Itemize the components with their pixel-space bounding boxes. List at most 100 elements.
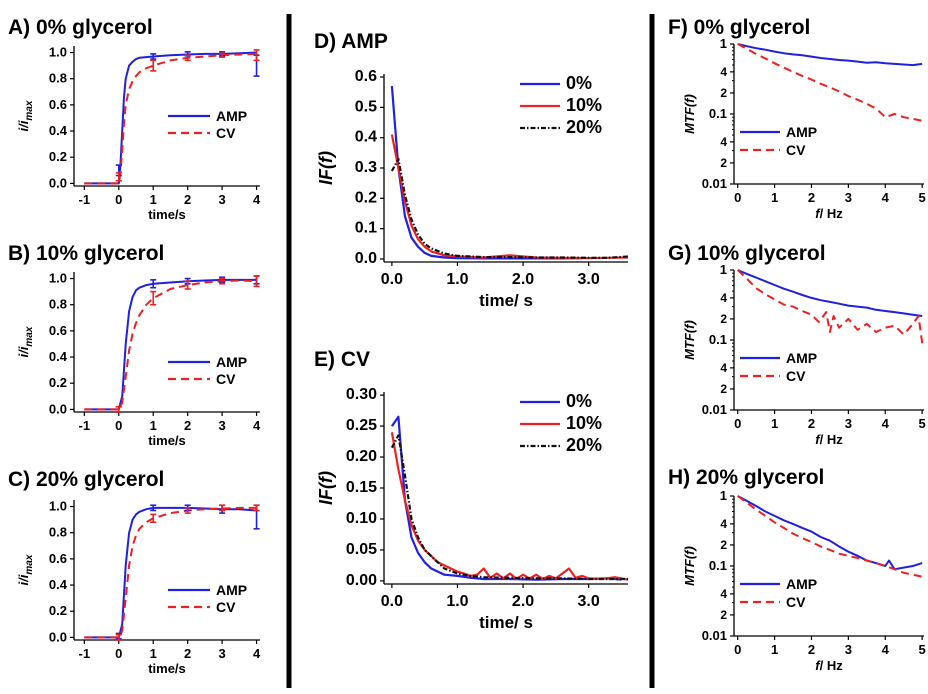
x-tick-label: 1 (150, 418, 157, 433)
x-tick-label: 0 (734, 416, 741, 431)
x-tick-label: 3 (845, 642, 852, 657)
y-axis-label: i/imax (16, 326, 35, 357)
y-tick-label: 0.1 (355, 220, 377, 237)
y-tick-label: 0.00 (346, 572, 377, 589)
y-tick-label: 0.6 (49, 551, 67, 566)
y-tick-label: 0.6 (49, 323, 67, 338)
y-tick-label: 2 (720, 538, 727, 552)
error-bar-cv (184, 280, 191, 290)
legend-label: CV (216, 125, 236, 141)
y-tick-label: 0.25 (346, 417, 377, 434)
error-bar-cv (150, 59, 157, 72)
series-cv-line (737, 43, 923, 122)
y-tick-label: 0.20 (346, 448, 377, 465)
series-amp-line (737, 269, 923, 317)
legend-label: CV (786, 594, 806, 610)
error-bar-cv (219, 52, 226, 58)
x-tick-label: 5 (919, 416, 926, 431)
y-axis-label: MTF(f) (682, 546, 697, 586)
error-bar-amp (150, 53, 157, 60)
x-tick-label: 1 (771, 190, 778, 205)
series-20pct-line (390, 157, 629, 259)
legend-label: CV (216, 599, 236, 615)
y-tick-label: 0.2 (355, 189, 377, 206)
y-tick-label: 0.4 (49, 577, 68, 592)
y-tick-label: 0.6 (49, 97, 67, 112)
panel-title: B) 10% glycerol (8, 242, 164, 265)
panel-G: G) 10% glycerol 0.01 2 4 0.1 2 4 1 0 1 2 3 4 5 f/ Hz MT… (668, 242, 926, 447)
legend-label: 10% (566, 95, 602, 115)
y-tick-label: 0.05 (346, 541, 377, 558)
series-cv-line (84, 279, 257, 411)
y-tick-label: 0.01 (702, 402, 727, 417)
y-tick-label: 0.0 (49, 175, 67, 190)
error-bar-cv (115, 405, 122, 413)
series-0pct-line (390, 86, 583, 260)
y-tick-label: 0.5 (355, 98, 377, 115)
x-tick-label: 0 (734, 642, 741, 657)
series-cv-line (737, 269, 924, 344)
y-tick-label: 0.1 (709, 106, 727, 121)
error-bar-cv (115, 172, 122, 182)
x-tick-label: 2.0 (512, 593, 534, 610)
y-tick-label: 0.4 (49, 349, 68, 364)
x-tick-label: 2 (808, 642, 815, 657)
legend-label: 20% (566, 435, 602, 455)
legend: 0%10%20% (520, 391, 602, 455)
x-tick-label: 2 (808, 416, 815, 431)
y-tick-label: 2 (720, 86, 727, 100)
series-cv-line (84, 506, 257, 639)
x-tick-label: 1 (150, 192, 157, 207)
x-tick-label: -1 (79, 418, 91, 433)
legend: AMP CV (740, 576, 817, 610)
legend-label: CV (786, 368, 806, 384)
y-tick-label: 0.6 (355, 68, 377, 85)
x-tick-label: 5 (919, 190, 926, 205)
legend-label: 0% (566, 391, 592, 411)
y-tick-label: 1 (720, 262, 727, 277)
x-tick-label: 1.0 (446, 271, 468, 288)
y-tick-label: 4 (720, 135, 727, 149)
legend: 0%10%20% (520, 73, 602, 137)
legend-label: AMP (216, 108, 247, 124)
x-tick-label: 4 (253, 418, 261, 433)
series-amp-line (84, 278, 257, 411)
panel-A: A) 0% glycerol 0.0 0.2 0.4 0.6 0.8 1.0 -1 0 1 2 3 4 t… (8, 16, 261, 222)
y-tick-label: 0.30 (346, 386, 377, 403)
x-tick-label: 2 (808, 190, 815, 205)
legend-label: CV (216, 371, 236, 387)
legend-label: AMP (216, 582, 247, 598)
panel-D: D) AMP 0.0 0.1 0.2 0.3 0.4 0.5 0.6 0.0 1.0 2.0 3.0 t… (314, 30, 629, 310)
y-tick-label: 0.2 (49, 603, 67, 618)
y-tick-label: 4 (720, 587, 727, 601)
x-tick-label: 5 (919, 642, 926, 657)
y-tick-label: 0.3 (355, 159, 377, 176)
y-tick-label: 0.01 (702, 176, 727, 191)
y-tick-label: 4 (720, 291, 727, 305)
y-tick-label: 2 (720, 156, 727, 170)
x-axis-label: f/ Hz (815, 206, 843, 221)
legend-label: 0% (566, 73, 592, 93)
x-tick-label: 2 (184, 418, 191, 433)
error-bar-cv (115, 633, 122, 641)
y-tick-label: 1.0 (49, 271, 67, 286)
panel-title: H) 20% glycerol (668, 466, 824, 489)
panel-title: G) 10% glycerol (668, 242, 826, 265)
y-axis-label: i/imax (16, 554, 35, 585)
y-tick-label: 0.2 (49, 149, 67, 164)
x-axis-label: time/s (148, 433, 186, 448)
x-tick-label: 4 (253, 192, 261, 207)
legend-label: AMP (216, 354, 247, 370)
y-tick-label: 0.2 (49, 375, 67, 390)
y-tick-label: 4 (720, 361, 727, 375)
series-10pct-line (390, 134, 629, 260)
error-bar-cv (253, 49, 260, 62)
x-tick-label: 0 (115, 418, 122, 433)
y-tick-label: 2 (720, 312, 727, 326)
legend: AMP CV (740, 124, 817, 158)
x-tick-label: 1 (150, 646, 157, 661)
x-axis-label: time/s (148, 661, 186, 676)
panel-E: E) CV 0.00 0.05 0.10 0.15 0.20 0.25 0.30 0.0 1.0 2… (314, 348, 629, 632)
series-amp-line (84, 506, 257, 639)
y-tick-label: 0.01 (702, 628, 727, 643)
